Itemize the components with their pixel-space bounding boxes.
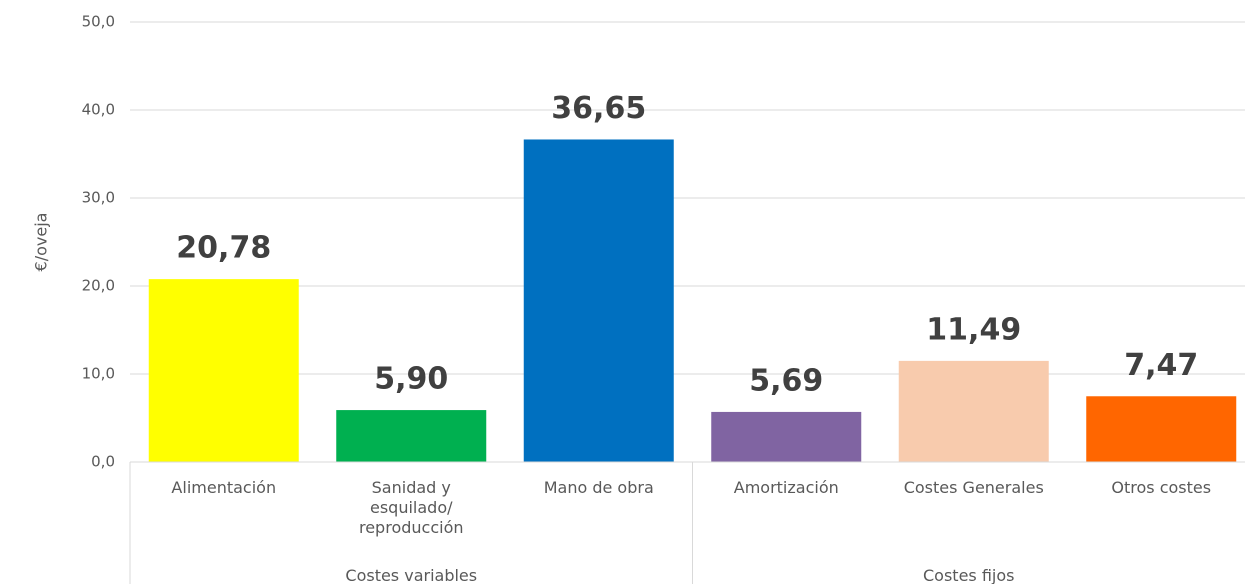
bar	[524, 139, 674, 462]
bar	[149, 279, 299, 462]
y-tick-label: 20,0	[82, 277, 115, 295]
y-tick-label: 10,0	[82, 365, 115, 383]
bar	[336, 410, 486, 462]
y-tick-label: 40,0	[82, 101, 115, 119]
x-tick-label: Sanidad y esquilado/ reproducción	[336, 478, 486, 538]
bar	[899, 361, 1049, 462]
value-label: 11,49	[926, 312, 1021, 347]
x-tick-label-box: Costes Generales	[899, 478, 1049, 558]
chart: €/oveja 0,0 10,0 20,0 30,0 40,0 50,0 20,78 Alim…	[0, 0, 1245, 584]
x-tick-label-box: Otros costes	[1086, 478, 1236, 558]
y-tick-label: 30,0	[82, 189, 115, 207]
y-axis-label: €/oveja	[32, 213, 51, 272]
value-label: 36,65	[551, 91, 646, 126]
value-label: 5,69	[749, 363, 823, 398]
value-label: 5,90	[374, 362, 448, 397]
y-tick-label: 50,0	[82, 13, 115, 31]
x-tick-label-box: Sanidad y esquilado/ reproducción	[336, 478, 486, 558]
value-label: 7,47	[1124, 348, 1198, 383]
x-tick-label: Amortización	[711, 478, 861, 498]
group-label: Costes fijos	[819, 566, 1119, 584]
bar	[1086, 396, 1236, 462]
y-tick-label: 0,0	[91, 453, 115, 471]
x-tick-label-box: Alimentación	[149, 478, 299, 558]
x-tick-label: Otros costes	[1086, 478, 1236, 498]
x-tick-label: Alimentación	[149, 478, 299, 498]
group-label: Costes variables	[261, 566, 561, 584]
x-tick-label-box: Mano de obra	[524, 478, 674, 558]
group-label-box: Costes fijos	[819, 566, 1119, 584]
x-tick-label-box: Amortización	[711, 478, 861, 558]
value-label: 20,78	[176, 231, 271, 266]
x-tick-label: Costes Generales	[899, 478, 1049, 498]
x-tick-label: Mano de obra	[524, 478, 674, 498]
group-label-box: Costes variables	[261, 566, 561, 584]
bar	[711, 412, 861, 462]
